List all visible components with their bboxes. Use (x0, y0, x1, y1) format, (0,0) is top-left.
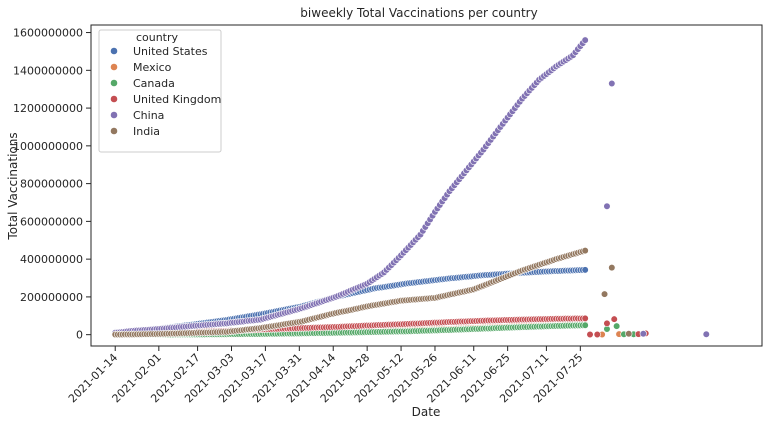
data-point (586, 330, 594, 339)
legend-marker (110, 95, 118, 103)
y-tick-label: 400000000 (20, 253, 83, 266)
legend-label: Canada (133, 77, 175, 90)
data-point (625, 330, 633, 338)
y-tick-label: 800000000 (20, 178, 83, 191)
y-tick-label: 0 (76, 329, 83, 342)
data-point (581, 266, 589, 274)
legend-title: country (136, 31, 179, 44)
series-china (111, 36, 710, 338)
legend-marker (110, 79, 118, 87)
y-axis-title: Total Vaccinations (6, 132, 20, 240)
y-tick-label: 200000000 (20, 291, 83, 304)
legend-marker (110, 63, 118, 71)
y-tick-label: 1200000000 (13, 102, 83, 115)
plot-frame (90, 24, 763, 347)
legend-label: India (133, 125, 160, 138)
data-point (603, 319, 611, 327)
y-tick-label: 1000000000 (13, 140, 83, 153)
x-axis: 2021-01-142021-02-012021-02-172021-03-03… (66, 346, 585, 405)
data-point (608, 264, 616, 272)
y-tick-label: 1600000000 (13, 27, 83, 40)
legend-label: China (133, 109, 164, 122)
legend: country United StatesMexicoCanadaUnited … (98, 29, 222, 153)
series-india (111, 247, 633, 339)
data-point (608, 79, 616, 88)
y-tick-label: 1400000000 (13, 64, 83, 77)
data-point (603, 202, 611, 210)
y-tick-label: 600000000 (20, 215, 83, 228)
chart-title: biweekly Total Vaccinations per country (300, 6, 537, 20)
legend-marker (110, 111, 118, 119)
legend-marker (110, 127, 118, 135)
data-point (581, 247, 589, 255)
data-point (639, 330, 647, 338)
data-point (600, 290, 609, 298)
legend-items: United States Mexico Canada United Kingdom C… (110, 45, 221, 138)
data-point (593, 330, 601, 339)
legend-box (98, 29, 222, 153)
data-point (581, 36, 589, 44)
data-point (613, 322, 621, 330)
data-point (581, 314, 589, 323)
x-axis-title: Date (412, 405, 441, 419)
data-point (702, 330, 710, 338)
data-point (610, 315, 618, 323)
legend-label: Mexico (133, 61, 172, 74)
y-axis: 0 200000000 400000000 600000000 800000000 100… (13, 27, 91, 342)
legend-label: United Kingdom (133, 93, 221, 106)
data-points (111, 36, 710, 339)
legend-marker (110, 47, 118, 55)
legend-label: United States (133, 45, 208, 58)
data-point (581, 321, 589, 329)
